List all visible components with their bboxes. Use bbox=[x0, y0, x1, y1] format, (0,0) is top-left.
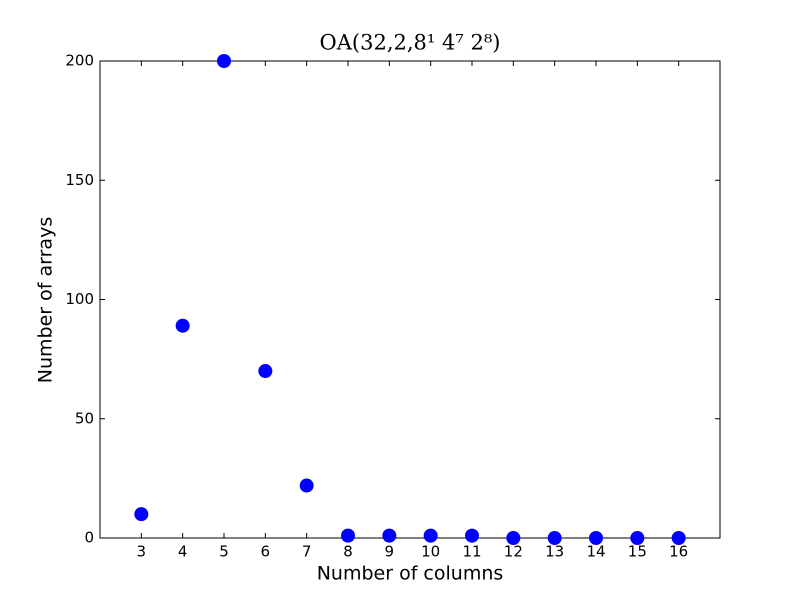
x-tick-label: 5 bbox=[219, 543, 229, 561]
point bbox=[382, 528, 397, 543]
point bbox=[465, 528, 479, 543]
x-tick-label: 11 bbox=[462, 543, 481, 561]
x-tick-label: 16 bbox=[669, 543, 688, 561]
y-tick-label: 0 bbox=[84, 529, 94, 547]
chart-title: OA(32,2,8¹ 4⁷ 2⁸) bbox=[320, 31, 501, 55]
point bbox=[589, 531, 603, 545]
x-axis-label: Number of columns bbox=[317, 563, 504, 585]
x-tick-label: 9 bbox=[385, 543, 395, 561]
x-tick-label: 8 bbox=[343, 543, 353, 561]
y-tick-label: 50 bbox=[75, 409, 94, 427]
x-tick-label: 3 bbox=[137, 543, 147, 561]
point bbox=[423, 528, 438, 543]
y-tick-label: 100 bbox=[65, 290, 94, 308]
point bbox=[341, 528, 355, 543]
point bbox=[630, 531, 645, 545]
point bbox=[258, 364, 273, 379]
x-tick-label: 13 bbox=[545, 543, 564, 561]
x-tick-label: 10 bbox=[421, 543, 440, 561]
x-tick-label: 14 bbox=[586, 543, 605, 561]
x-tick-label: 4 bbox=[178, 543, 188, 561]
y-axis-label: Number of arrays bbox=[35, 217, 57, 383]
point bbox=[547, 531, 562, 545]
y-tick-label: 150 bbox=[65, 171, 94, 189]
point bbox=[217, 54, 231, 68]
point bbox=[299, 478, 314, 493]
x-tick-label: 12 bbox=[504, 543, 523, 561]
x-tick-label: 15 bbox=[628, 543, 647, 561]
x-tick-label: 6 bbox=[261, 543, 271, 561]
point bbox=[175, 318, 190, 333]
point bbox=[671, 531, 686, 545]
y-tick-label: 200 bbox=[65, 52, 94, 70]
point bbox=[134, 507, 149, 522]
point bbox=[506, 531, 521, 545]
x-tick-label: 7 bbox=[302, 543, 312, 561]
